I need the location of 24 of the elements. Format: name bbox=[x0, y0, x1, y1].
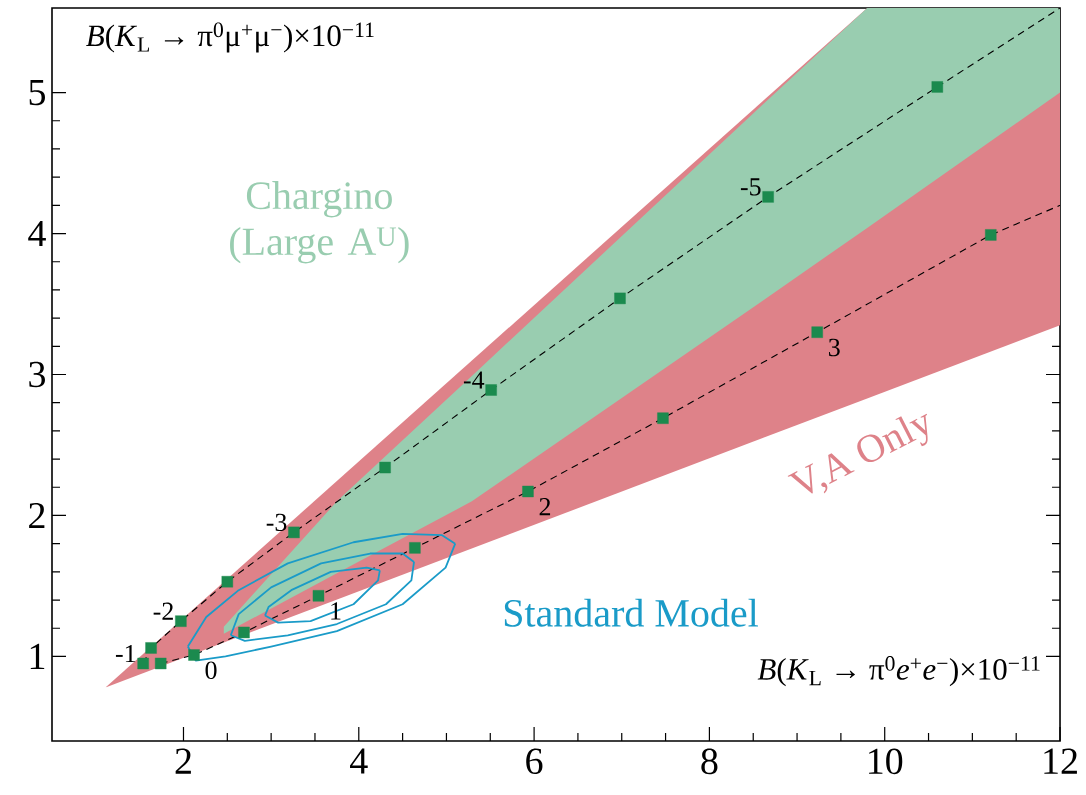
annotation: -2 bbox=[153, 602, 173, 620]
text: B(K$_{L}$ → π$^{0}$μ$^{+}$μ$^{−}$)×10$^{−11}$ bbox=[86, 22, 374, 53]
annotation: -4 bbox=[463, 371, 485, 389]
x-tick-label: 2 bbox=[175, 748, 191, 774]
annotation: -3 bbox=[266, 513, 287, 532]
text: B(K$_{L}$ → π$^{0}$e$^{+}$e$^{−}$)×10$^{−11}$ bbox=[757, 656, 1040, 687]
x-tick-label: 6 bbox=[526, 748, 543, 775]
x-tick-label: 10 bbox=[869, 748, 903, 775]
text: V,A Only bbox=[787, 413, 928, 494]
x-tick-label: 12 bbox=[1044, 748, 1077, 774]
annotation: 3 bbox=[828, 338, 840, 357]
y-tick-label: 1 bbox=[30, 643, 45, 669]
text: Chargino (Large A$^{U}$) bbox=[230, 181, 409, 264]
x-tick-label: 8 bbox=[701, 748, 718, 775]
annotation: 0 bbox=[205, 661, 217, 680]
y-tick-label: 2 bbox=[29, 502, 45, 529]
y-tick-label: 3 bbox=[29, 361, 45, 388]
series-label: Standard Model bbox=[504, 598, 758, 627]
annotation: 2 bbox=[539, 498, 551, 516]
y-tick-label: 4 bbox=[28, 221, 46, 247]
annotation: -5 bbox=[740, 178, 761, 196]
annotation: -1 bbox=[115, 644, 136, 663]
x-tick-label: 4 bbox=[350, 748, 368, 774]
y-tick-label: 5 bbox=[29, 79, 45, 106]
